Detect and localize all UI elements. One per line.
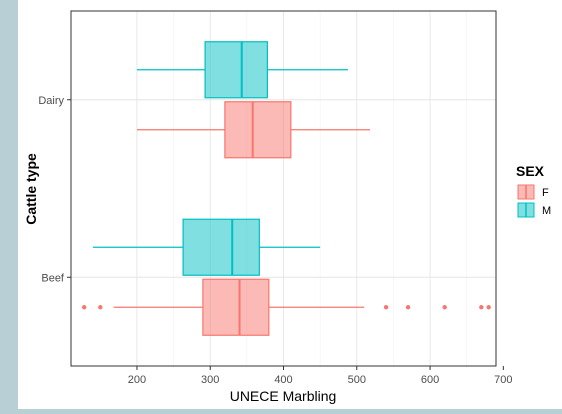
outlier-point (98, 305, 103, 310)
x-tick-label: 600 (421, 374, 439, 386)
outlier-point (383, 305, 389, 310)
outlier-point (405, 305, 411, 310)
legend-label: M (542, 205, 551, 217)
x-axis: 200 300 400 500 600 700 (128, 366, 513, 386)
box-iqr (224, 101, 292, 159)
x-tick-label: 700 (494, 374, 512, 386)
y-axis-title: Cattle type (23, 153, 39, 225)
outlier-point (479, 305, 484, 310)
legend-label: F (542, 187, 549, 199)
legend-title: SEX (516, 163, 545, 179)
outlier-point (81, 305, 87, 310)
y-axis: Dairy Beef (38, 95, 71, 284)
box-beef-m (92, 218, 321, 276)
box-beef-f (81, 278, 491, 336)
y-tick-label: Beef (41, 272, 65, 284)
x-tick-label: 500 (348, 374, 366, 386)
x-tick-label: 400 (274, 374, 292, 386)
x-tick-label: 200 (128, 374, 146, 386)
legend: SEX FM (516, 163, 551, 218)
outlier-point (486, 305, 491, 310)
legend-item-f: F (517, 184, 549, 200)
boxes-layer (81, 41, 491, 336)
legend-item-m: M (517, 202, 551, 218)
y-tick-label: Dairy (38, 95, 64, 107)
box-iqr (202, 278, 270, 336)
box-dairy-m (136, 41, 348, 99)
box-iqr (204, 41, 268, 99)
x-tick-label: 300 (201, 374, 219, 386)
x-axis-title: UNECE Marbling (230, 388, 337, 404)
outlier-point (442, 305, 447, 310)
box-iqr (182, 218, 260, 276)
box-dairy-f (136, 101, 370, 159)
